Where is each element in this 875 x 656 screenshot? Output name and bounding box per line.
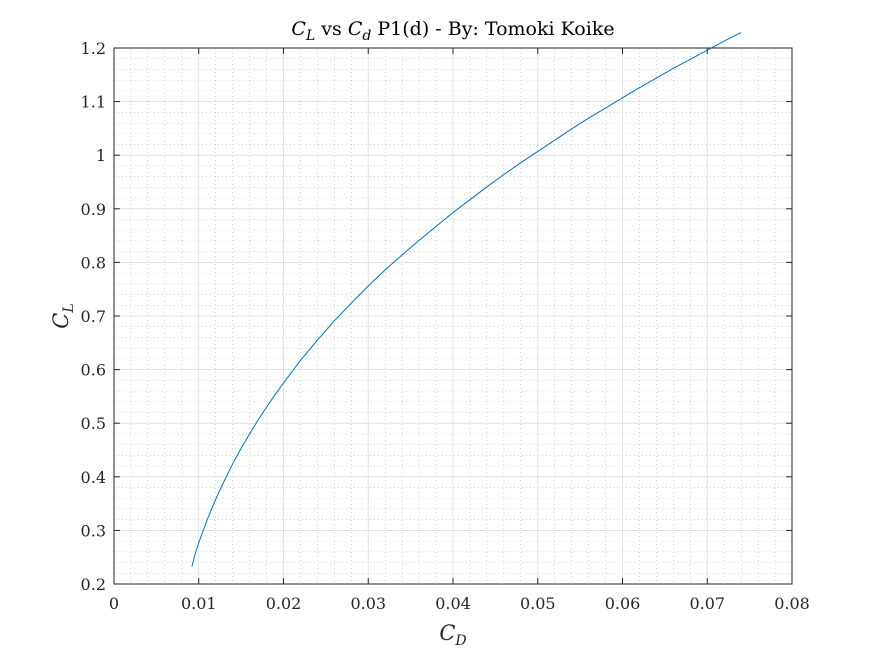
x-axis-label: CD [439, 621, 466, 649]
x-tick-label: 0.01 [181, 594, 217, 613]
y-tick-label: 1 [96, 146, 106, 165]
x-tick-label: 0.06 [605, 594, 641, 613]
y-tick-label: 1.2 [81, 39, 106, 58]
tick-labels: 0 0.01 0.02 0.03 0.04 0.05 0.06 0.07 0.08 0.2 0.3 0… [81, 39, 810, 613]
y-tick-label: 0.9 [81, 200, 106, 219]
y-axis-label: CL [49, 303, 77, 328]
y-tick-label: 1.1 [81, 93, 106, 112]
chart-title: CL vs Cd P1(d) - By: Tomoki Koike [291, 18, 614, 44]
major-grid [113, 47, 793, 585]
y-tick-label: 0.3 [81, 521, 106, 540]
x-tick-label: 0.08 [774, 594, 810, 613]
x-tick-label: 0.04 [435, 594, 471, 613]
plot-frame [113, 47, 793, 585]
x-tick-label: 0.07 [689, 594, 725, 613]
x-tick-label: 0.03 [350, 594, 386, 613]
y-tick-label: 0.8 [81, 253, 106, 272]
y-tick-label: 0.7 [81, 307, 106, 326]
x-tick-label: 0.02 [266, 594, 302, 613]
y-tick-label: 0.6 [81, 361, 106, 380]
series-line-cl-cd [191, 32, 742, 567]
y-tick-label: 0.5 [81, 414, 106, 433]
y-tick-label: 0.4 [81, 468, 106, 487]
x-tick-label: 0 [109, 594, 119, 613]
y-tick-label: 0.2 [81, 575, 106, 594]
x-tick-label: 0.05 [520, 594, 556, 613]
